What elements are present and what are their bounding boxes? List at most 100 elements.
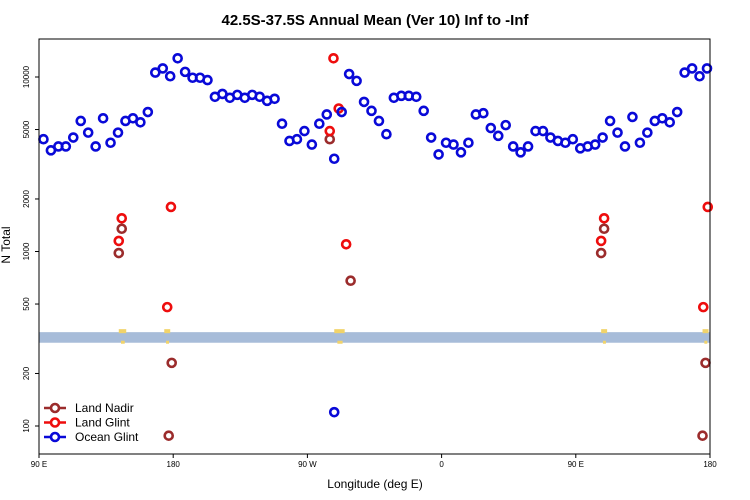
ocean-glint-point xyxy=(500,119,512,131)
ocean-glint-point xyxy=(38,133,49,145)
ocean-glint-point xyxy=(381,128,392,140)
land-glint-point xyxy=(161,301,173,313)
land-nadir-point xyxy=(700,357,711,369)
land-nadir-point xyxy=(598,223,610,235)
land-ocean-band xyxy=(39,329,710,344)
y-axis-label: N Total xyxy=(0,226,13,263)
land-band-bottom-4 xyxy=(704,340,708,344)
land-band-top-2 xyxy=(334,329,345,334)
ocean-glint-point xyxy=(112,127,124,138)
land-nadir-point xyxy=(345,275,356,287)
ocean-glint-point xyxy=(478,107,489,119)
x-tick-label: 180 xyxy=(703,460,717,469)
ocean-glint-point xyxy=(694,70,705,82)
ocean-glint-point xyxy=(671,106,683,118)
ocean-glint-point xyxy=(336,106,347,118)
land-band-top-0 xyxy=(118,329,127,334)
land-glint-point xyxy=(328,52,339,64)
ocean-glint-point xyxy=(157,63,169,74)
land-glint-point xyxy=(116,212,128,224)
x-tick-label: 90 E xyxy=(31,460,47,469)
ocean-glint-point xyxy=(686,63,698,74)
x-ticks: 90 E 180 90 W 0 90 E 180 xyxy=(31,454,717,469)
land-glint-point xyxy=(165,201,177,213)
y-tick-label: 500 xyxy=(22,297,31,311)
ocean-glint-point xyxy=(664,117,676,128)
land-glint-point xyxy=(340,238,352,250)
ocean-glint-point xyxy=(172,52,183,64)
ocean-glint-point xyxy=(455,147,467,158)
land-nadir-point xyxy=(163,430,175,441)
ocean-glint-point xyxy=(135,117,146,128)
land-band-top-1 xyxy=(164,329,171,334)
ocean-glint-point xyxy=(373,115,385,127)
ocean-glint-point xyxy=(448,139,459,150)
legend-marker-land-glint xyxy=(49,417,61,428)
ocean-glint-point xyxy=(358,96,370,108)
ocean-glint-point xyxy=(142,106,154,118)
chart-title: 42.5S-37.5S Annual Mean (Ver 10) Inf to … xyxy=(221,12,529,29)
ocean-glint-point xyxy=(328,406,340,418)
land-nadir-point xyxy=(166,357,178,369)
land-nadir-point xyxy=(113,247,125,259)
land-band-bottom-3 xyxy=(602,340,606,344)
ocean-glint-point xyxy=(105,137,116,149)
land-nadir-point xyxy=(116,223,128,235)
ocean-glint-point xyxy=(150,67,161,78)
x-tick-label: 0 xyxy=(439,460,444,469)
ocean-glint-point xyxy=(306,139,318,150)
ocean-glint-point xyxy=(679,67,690,78)
ocean-glint-point xyxy=(269,93,280,105)
ocean-glint-point xyxy=(179,66,191,78)
ocean-glint-point xyxy=(291,133,303,145)
land-glint-point xyxy=(113,235,125,247)
land-glint-point xyxy=(595,235,607,247)
ocean-glint-point xyxy=(537,125,549,137)
land-nadir-point xyxy=(595,247,607,259)
legend-label-land-glint: Land Glint xyxy=(75,416,130,430)
ocean-glint-point xyxy=(164,70,176,82)
ocean-glint-point xyxy=(202,74,213,86)
ocean-glint-point xyxy=(612,127,623,138)
y-tick-label: 5000 xyxy=(22,120,31,138)
ocean-glint-point xyxy=(321,109,333,120)
land-band-top-4 xyxy=(702,329,709,334)
ocean-band xyxy=(39,332,710,343)
ocean-glint-point xyxy=(60,141,72,152)
ocean-glint-point xyxy=(463,137,474,149)
ocean-glint-point xyxy=(82,127,94,138)
legend-marker-ocean-glint xyxy=(49,431,61,443)
ocean-glint-point xyxy=(627,111,638,123)
ocean-glint-point xyxy=(410,91,422,103)
ocean-glint-point xyxy=(567,133,579,145)
land-glint-point xyxy=(697,301,709,313)
land-band-bottom-1 xyxy=(166,340,170,344)
ocean-glint-point xyxy=(254,91,265,103)
ocean-glint-point xyxy=(515,147,526,158)
ocean-glint-point xyxy=(276,118,288,129)
land-glint-point xyxy=(598,212,610,224)
ocean-glint-point xyxy=(418,105,430,117)
ocean-glint-point xyxy=(299,125,310,137)
land-nadir-point xyxy=(324,133,336,145)
ocean-glint-point xyxy=(351,75,362,87)
ocean-glint-point xyxy=(343,68,355,80)
land-nadir-point xyxy=(697,430,708,441)
land-band-top-3 xyxy=(601,329,608,334)
y-tick-label: 200 xyxy=(22,366,31,380)
x-tick-label: 90 E xyxy=(568,460,584,469)
ocean-glint-point xyxy=(127,112,139,124)
y-tick-label: 1000 xyxy=(22,242,31,260)
ocean-glint-point xyxy=(701,63,713,74)
ocean-glint-point xyxy=(492,130,504,142)
ocean-glint-point xyxy=(67,132,79,143)
x-axis-label: Longitude (deg E) xyxy=(327,477,422,491)
y-tick-label: 2000 xyxy=(22,190,31,208)
ocean-glint-point xyxy=(366,105,377,117)
ocean-glint-point xyxy=(634,137,646,149)
ocean-glint-point xyxy=(314,118,325,129)
ocean-glint-point xyxy=(75,115,87,127)
land-band-bottom-0 xyxy=(121,340,125,344)
